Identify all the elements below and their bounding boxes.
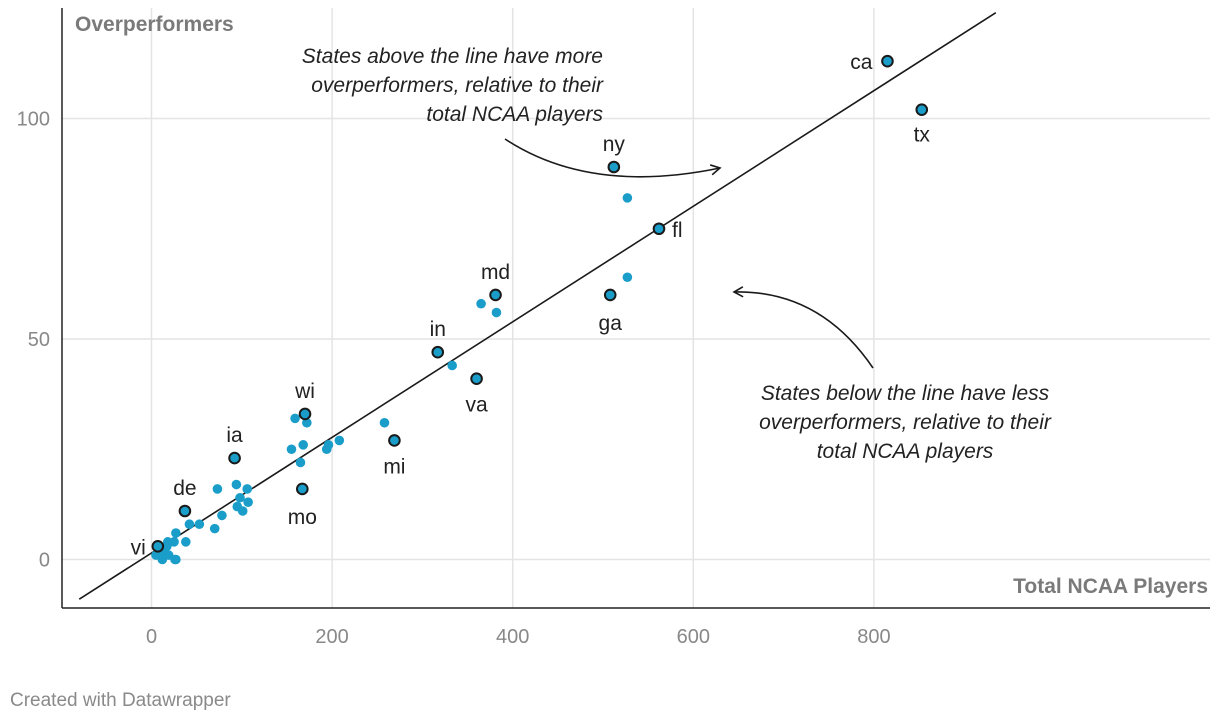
data-point — [491, 307, 502, 318]
data-point — [209, 523, 220, 534]
labeled-points: ca tx ny fl ga md in va wi mi ia mo de vi — [131, 51, 931, 559]
data-point — [170, 554, 180, 565]
axes: 0 200 400 600 800 0 50 100 — [17, 8, 1210, 648]
annotation-above-line-2: overperformers, relative to their — [311, 74, 604, 97]
point-ia — [228, 451, 241, 465]
point-mi — [388, 434, 401, 447]
data-point — [622, 272, 633, 283]
annotation-above-line-3: total NCAA players — [426, 103, 603, 126]
point-label-wi: wi — [294, 380, 315, 403]
point-de — [178, 504, 192, 518]
x-tick-label: 800 — [857, 626, 890, 648]
point-fl — [652, 222, 666, 236]
data-point — [334, 435, 345, 446]
point-ny — [607, 160, 621, 174]
annotation-above-line-1: States above the line have more — [302, 45, 603, 68]
point-va — [470, 372, 483, 385]
data-point — [243, 497, 253, 507]
x-tick-label: 400 — [496, 626, 529, 648]
data-point — [447, 360, 457, 371]
data-points — [151, 193, 633, 565]
data-point — [242, 484, 253, 494]
data-point — [157, 554, 168, 565]
data-point — [194, 519, 205, 530]
point-label-mi: mi — [383, 455, 405, 478]
x-axis-title: Total NCAA Players — [1013, 575, 1208, 598]
y-tick-label: 100 — [17, 109, 50, 131]
data-point — [181, 537, 191, 547]
point-label-de: de — [173, 477, 196, 500]
annotation-below-arrow — [732, 286, 874, 369]
y-tick-label: 50 — [28, 329, 50, 351]
data-point — [286, 444, 297, 455]
point-ca — [881, 54, 894, 68]
data-point — [298, 440, 309, 450]
annotation-above-arrow — [504, 138, 722, 178]
data-point — [217, 510, 227, 521]
annotations: States above the line have more overperf… — [302, 45, 1052, 463]
annotation-below-line-1: States below the line have less — [761, 382, 1050, 405]
data-point — [295, 457, 306, 468]
point-label-ga: ga — [599, 312, 623, 335]
point-tx — [915, 103, 929, 116]
trend-line — [78, 11, 997, 600]
point-label-ia: ia — [226, 424, 243, 447]
data-point — [232, 501, 243, 512]
data-point — [212, 484, 223, 494]
point-mo — [296, 482, 309, 496]
point-label-vi: vi — [131, 536, 146, 559]
y-tick-label: 0 — [39, 550, 50, 572]
point-label-ny: ny — [603, 133, 626, 156]
point-ga — [603, 288, 617, 302]
x-tick-label: 0 — [146, 626, 157, 648]
point-label-mo: mo — [288, 506, 317, 529]
data-point — [379, 417, 390, 428]
point-md — [489, 288, 502, 302]
y-axis-title: Overperformers — [75, 13, 234, 36]
x-tick-label: 200 — [315, 626, 348, 648]
point-label-ca: ca — [850, 51, 873, 74]
data-point — [302, 417, 312, 428]
point-label-va: va — [465, 394, 488, 417]
point-label-in: in — [430, 318, 446, 341]
data-point — [290, 413, 300, 424]
data-point — [231, 479, 242, 490]
point-wi — [298, 407, 312, 421]
point-label-md: md — [481, 261, 510, 284]
point-label-tx: tx — [914, 124, 931, 147]
x-tick-label: 600 — [677, 626, 710, 648]
data-point — [184, 519, 195, 530]
annotation-below-line-2: overperformers, relative to their — [759, 411, 1052, 434]
point-vi — [151, 539, 165, 553]
data-point — [321, 444, 332, 455]
point-in — [431, 345, 445, 359]
data-point — [171, 528, 181, 538]
gridlines — [62, 8, 1210, 608]
annotation-below-line-3: total NCAA players — [817, 440, 994, 463]
data-point — [235, 492, 245, 503]
data-point — [476, 298, 486, 309]
trend-line-group — [78, 11, 997, 600]
datawrapper-credit: Created with Datawrapper — [10, 690, 231, 711]
data-point — [622, 193, 633, 203]
point-label-fl: fl — [672, 219, 683, 242]
